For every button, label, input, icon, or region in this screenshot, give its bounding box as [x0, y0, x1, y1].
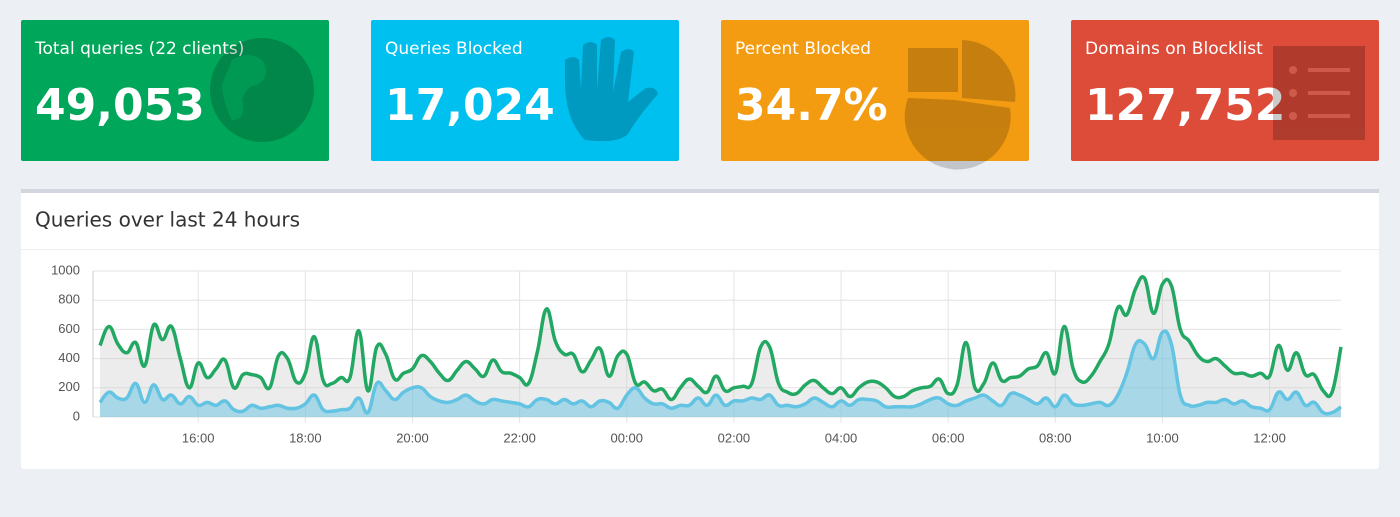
stat-box: [721, 20, 1029, 161]
icon-hand: [565, 37, 658, 142]
line: [98, 329, 1343, 416]
y-tick-label: 200: [58, 379, 80, 394]
stat-value: 34.7%: [735, 80, 888, 131]
panel-top-border: [21, 189, 1379, 193]
stat-label: Domains on Blocklist: [1085, 39, 1263, 59]
x-tick-label: 06:00: [932, 430, 965, 445]
y-tick-label: 800: [58, 292, 80, 307]
x-tick-label: 20:00: [396, 430, 429, 445]
x-tick-label: 12:00: [1253, 430, 1286, 445]
y-tick-label: 600: [58, 321, 80, 336]
stat-value: 49,053: [35, 80, 205, 131]
y-tick-label: 1000: [51, 262, 80, 277]
line: [98, 275, 1343, 402]
x-tick-label: 22:00: [503, 430, 536, 445]
stat-box: [371, 20, 679, 161]
stat-value: 127,752: [1085, 80, 1285, 131]
icon-globe: [210, 38, 314, 142]
plot: 0 200 400 600 800 1000 16:00 18:00 20:00 22:00 00:…: [51, 262, 1343, 445]
stat-box: [21, 20, 329, 161]
stat-label: Queries Blocked: [385, 39, 523, 59]
area: [100, 331, 1341, 417]
stat-label: Percent Blocked: [735, 39, 871, 59]
area: [100, 276, 1341, 417]
x-tick-label: 04:00: [825, 430, 858, 445]
x-tick-label: 08:00: [1039, 430, 1072, 445]
x-tick-label: 18:00: [289, 430, 322, 445]
y-tick-label: 400: [58, 350, 80, 365]
x-tick-label: 10:00: [1146, 430, 1179, 445]
stat-value: 17,024: [385, 80, 555, 131]
icon-list: [1273, 46, 1365, 140]
x-tick-label: 16:00: [182, 430, 215, 445]
x-tick-label: 00:00: [610, 430, 643, 445]
stat-label: Total queries (22 clients): [34, 39, 244, 59]
stat-box: [1071, 20, 1379, 161]
y-tick-label: 0: [73, 408, 80, 423]
x-tick-label: 02:00: [718, 430, 751, 445]
stat-boxes: Total queries (22 clients) 49,053 Queries …: [21, 20, 1379, 161]
icon-pie: [904, 40, 1016, 170]
panel-title: Queries over last 24 hours: [35, 208, 300, 232]
